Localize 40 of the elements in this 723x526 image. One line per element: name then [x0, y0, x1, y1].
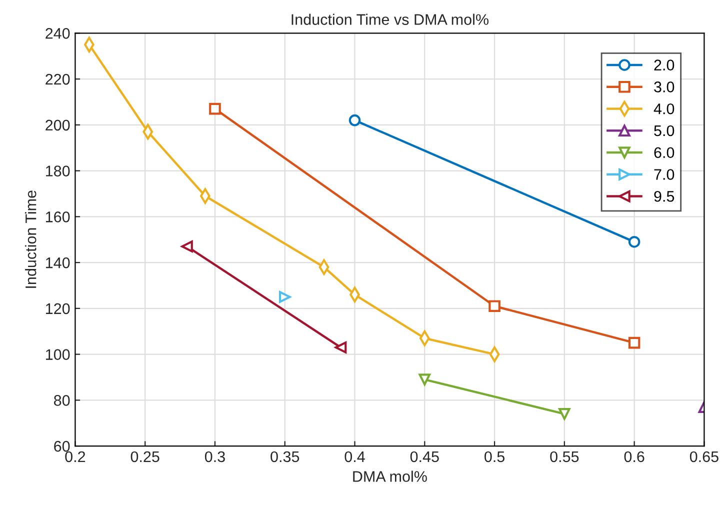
point — [628, 336, 640, 349]
x-tick-label: 0.55 — [550, 451, 579, 462]
x-tick-label: 0.5 — [484, 451, 505, 462]
y-tick-label: 100 — [46, 349, 70, 360]
y-axis-title: Induction Time — [25, 190, 36, 288]
x-tick-label: 0.2 — [65, 451, 86, 462]
point — [628, 236, 640, 248]
point — [418, 374, 431, 386]
y-tick-label: 120 — [46, 303, 70, 314]
x-tick-label: 0.65 — [690, 451, 718, 462]
x-tick-label: 0.4 — [344, 451, 365, 462]
x-tick-label: 0.35 — [270, 451, 300, 462]
x-tick-label: 0.6 — [624, 451, 644, 462]
point — [334, 342, 347, 354]
legend-label: 3.0 — [654, 82, 674, 92]
point — [558, 408, 570, 420]
legend-label: 2.0 — [654, 60, 674, 70]
point — [488, 300, 500, 312]
x-tick-label: 0.45 — [410, 451, 439, 462]
x-tick-label: 0.3 — [204, 451, 225, 462]
legend-label: 4.0 — [654, 103, 674, 114]
legend-label: 9.5 — [654, 190, 674, 202]
point — [278, 291, 291, 303]
y-tick-label: 220 — [46, 74, 70, 85]
point — [209, 102, 221, 115]
legend-label: 7.0 — [654, 169, 674, 180]
y-tick-label: 140 — [46, 257, 70, 268]
legend-label: 6.0 — [654, 147, 674, 158]
chart-title: Induction Time vs DMA mol% — [292, 14, 488, 25]
y-tick-label: 60 — [54, 440, 70, 452]
point — [348, 114, 361, 126]
point — [181, 240, 193, 252]
x-tick-label: 0.25 — [130, 451, 160, 462]
y-tick-label: 200 — [46, 120, 70, 131]
y-tick-label: 240 — [46, 28, 70, 39]
y-tick-label: 80 — [54, 395, 70, 406]
x-axis-title: DMA mol% — [353, 470, 427, 482]
y-tick-label: 160 — [46, 212, 70, 222]
legend-label: 5.0 — [654, 125, 674, 136]
y-tick-label: 180 — [46, 166, 70, 176]
